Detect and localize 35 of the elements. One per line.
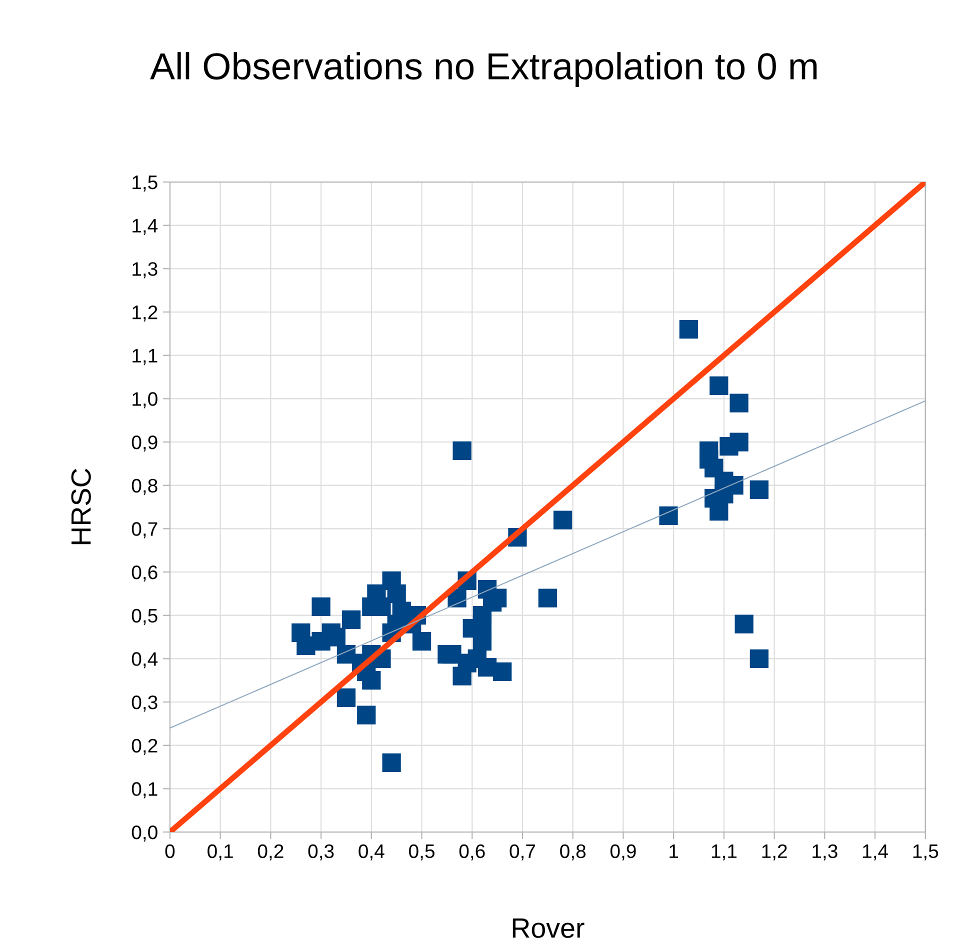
x-axis-title: Rover (512, 918, 584, 938)
y-tick-label: 0,1 (132, 782, 158, 798)
y-tick-label: 1,4 (132, 219, 158, 235)
x-tick-label: 1,4 (863, 844, 888, 860)
y-tick-label: 1,2 (132, 305, 158, 322)
y-tick-label: 0,7 (132, 522, 158, 538)
x-tick-label: 0,2 (258, 844, 284, 860)
x-tick-label: 0,9 (610, 844, 636, 860)
y-tick-label: 0,3 (132, 696, 158, 712)
x-tick-label: 0 (165, 844, 175, 858)
y-tick-label: 0,9 (132, 435, 158, 452)
y-tick-label: 0,8 (132, 478, 158, 495)
y-tick-label: 0,0 (132, 826, 158, 842)
x-tick-label: 0,3 (308, 844, 334, 860)
x-tick-label: 0,5 (409, 844, 434, 860)
x-tick-label: 0,1 (208, 844, 233, 860)
y-tick-label: 0,6 (132, 565, 158, 582)
x-tick-label: 1,3 (812, 844, 838, 860)
x-tick-label: 1,5 (913, 844, 938, 860)
y-tick-label: 1,0 (132, 392, 158, 408)
x-tick-label: 0,4 (358, 844, 384, 860)
x-tick-label: 1 (670, 844, 678, 858)
y-tick-label: 0,4 (132, 652, 158, 668)
x-tick-label: 0,6 (459, 844, 485, 860)
y-tick-label: 1,3 (132, 262, 158, 278)
y-tick-label: 0,2 (132, 738, 158, 755)
x-tick-label: 1,2 (762, 844, 787, 860)
y-tick-label: 1,1 (132, 349, 158, 365)
x-tick-label: 0,7 (510, 844, 536, 860)
y-axis-title: HRSC (71, 468, 91, 544)
x-tick-label: 0,8 (560, 844, 586, 860)
y-tick-label: 1,5 (132, 176, 158, 192)
chart-title: All Observations no Extrapolation to 0 m (150, 52, 817, 88)
y-tick-label: 0,5 (132, 608, 158, 625)
x-tick-label: 1,1 (712, 844, 737, 860)
